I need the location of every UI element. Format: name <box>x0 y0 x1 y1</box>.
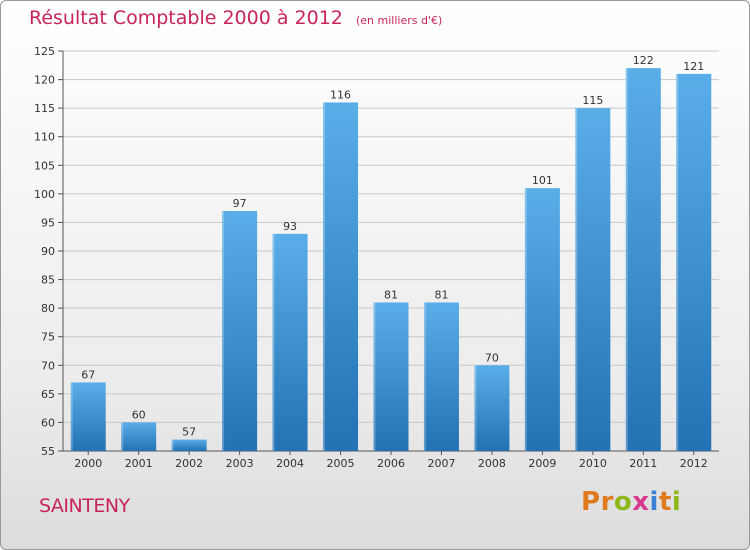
y-tick-label: 85 <box>41 274 55 287</box>
bar-2012 <box>676 73 712 451</box>
x-tick-label: 2012 <box>680 457 708 470</box>
bar-2004 <box>272 233 308 451</box>
y-tick-label: 80 <box>41 302 55 315</box>
x-tick-label: 2007 <box>427 457 455 470</box>
y-tick-label: 110 <box>34 131 55 144</box>
bar-2008 <box>474 365 510 451</box>
value-label: 121 <box>683 60 704 73</box>
bar-2009 <box>524 188 560 451</box>
value-label: 93 <box>283 220 297 233</box>
x-tick-label: 2009 <box>528 457 556 470</box>
logo-letter: P <box>581 487 601 517</box>
bar-2006 <box>373 302 409 451</box>
bar-highlight <box>474 365 477 451</box>
bar-highlight <box>423 302 426 451</box>
y-tick-label: 55 <box>41 445 55 458</box>
value-label: 81 <box>434 288 448 301</box>
bar-highlight <box>373 302 376 451</box>
logo-letter: i <box>649 487 659 517</box>
bar-highlight <box>171 439 174 451</box>
y-tick-label: 115 <box>34 102 55 115</box>
x-tick-label: 2006 <box>377 457 405 470</box>
y-tick-label: 125 <box>34 45 55 58</box>
x-tick-label: 2003 <box>226 457 254 470</box>
bar-highlight <box>625 68 628 452</box>
y-tick-label: 60 <box>41 416 55 429</box>
bar-highlight <box>524 188 527 451</box>
proxiti-logo[interactable]: Proxiti <box>581 487 681 517</box>
bar-2007 <box>423 302 459 451</box>
logo-letter: r <box>600 487 614 517</box>
value-label: 57 <box>182 426 196 439</box>
bar-highlight <box>121 422 124 451</box>
bar-2002 <box>171 439 207 451</box>
x-tick-label: 2005 <box>327 457 355 470</box>
value-label: 60 <box>132 408 146 421</box>
chart-subtitle: (en milliers d'€) <box>355 14 443 27</box>
value-label: 122 <box>633 54 654 67</box>
y-tick-label: 100 <box>34 188 55 201</box>
bar-highlight <box>272 233 275 451</box>
value-label: 81 <box>384 288 398 301</box>
logo-letter: x <box>632 487 650 517</box>
city-name: SAINTENY <box>39 495 130 517</box>
logo-letter: i <box>671 487 682 517</box>
y-tick-label: 90 <box>41 245 55 258</box>
bar-2010 <box>575 108 611 452</box>
y-tick-label: 75 <box>41 331 55 344</box>
logo-letter: t <box>658 487 672 517</box>
x-tick-label: 2004 <box>276 457 304 470</box>
bar-2001 <box>121 422 157 451</box>
chart-header: Résultat Comptable 2000 à 2012 (en milli… <box>29 7 442 29</box>
bar-2011 <box>625 68 661 452</box>
value-label: 70 <box>485 351 499 364</box>
bar-highlight <box>70 382 73 451</box>
chart-title: Résultat Comptable 2000 à 2012 <box>29 7 343 29</box>
value-label: 116 <box>330 88 351 101</box>
x-tick-label: 2001 <box>125 457 153 470</box>
bar-highlight <box>323 102 326 451</box>
value-label: 115 <box>582 94 603 107</box>
x-tick-label: 2008 <box>478 457 506 470</box>
logo-letter: o <box>613 487 633 517</box>
value-label: 101 <box>532 174 553 187</box>
bar-2005 <box>323 102 359 451</box>
y-tick-label: 65 <box>41 388 55 401</box>
y-tick-label: 95 <box>41 216 55 229</box>
value-label: 97 <box>233 197 247 210</box>
x-tick-label: 2002 <box>175 457 203 470</box>
value-label: 67 <box>81 368 95 381</box>
bar-highlight <box>575 108 578 452</box>
bar-highlight <box>676 73 679 451</box>
bar-2003 <box>222 211 258 451</box>
bar-2000 <box>70 382 106 451</box>
x-tick-label: 2010 <box>579 457 607 470</box>
bar-highlight <box>222 211 225 451</box>
y-tick-label: 120 <box>34 74 55 87</box>
x-tick-label: 2000 <box>74 457 102 470</box>
y-tick-label: 70 <box>41 359 55 372</box>
x-tick-label: 2011 <box>629 457 657 470</box>
y-tick-label: 105 <box>34 159 55 172</box>
